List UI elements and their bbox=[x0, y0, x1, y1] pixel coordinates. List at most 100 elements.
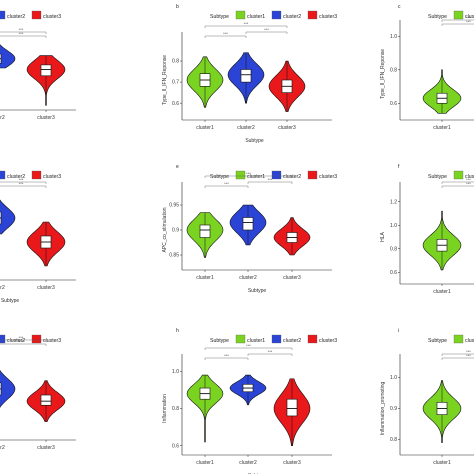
legend-swatch bbox=[453, 10, 464, 20]
y-tick-label: 0.6 bbox=[172, 101, 179, 107]
significance-label: *** bbox=[19, 31, 24, 36]
box-cluster3 bbox=[40, 394, 52, 406]
significance-bracket bbox=[0, 35, 47, 38]
legend-swatch bbox=[307, 10, 318, 20]
y-axis-title: Inflammation bbox=[162, 394, 168, 423]
legend-label: cluster3 bbox=[319, 174, 337, 180]
y-tick-label: 0.6 bbox=[172, 443, 179, 449]
significance-label: *** bbox=[264, 27, 269, 32]
panel-2: b Subtype cluster1 cluster2 cluster3 0.6 0.7 0.… bbox=[162, 4, 337, 144]
x-tick-label: cluster3 bbox=[283, 460, 301, 466]
x-tick-label: cluster2 bbox=[0, 445, 5, 451]
legend-swatch bbox=[31, 10, 42, 20]
y-tick-label: 0.8 bbox=[390, 437, 397, 443]
x-tick-label: cluster2 bbox=[237, 125, 255, 131]
significance-label: *** bbox=[19, 181, 24, 186]
x-axis-title: Subtype bbox=[248, 288, 267, 294]
legend-swatch bbox=[0, 10, 6, 20]
significance-label: *** bbox=[19, 335, 24, 340]
significance-label: *** bbox=[466, 19, 471, 24]
significance-label: *** bbox=[466, 181, 471, 186]
legend-title: Subtype bbox=[210, 14, 229, 20]
y-tick-label: 0.8 bbox=[390, 246, 397, 252]
x-tick-label: cluster3 bbox=[283, 275, 301, 281]
significance-bracket bbox=[204, 357, 249, 360]
significance-bracket bbox=[247, 353, 293, 356]
panel-1: cluster2 cluster3 ****** cluster2 cluster3 bbox=[0, 10, 76, 121]
legend-swatch bbox=[271, 10, 282, 20]
legend-label: cluster1 bbox=[247, 174, 265, 180]
significance-bracket bbox=[441, 181, 474, 184]
box-cluster3 bbox=[286, 398, 298, 417]
violin-cluster2 bbox=[0, 369, 16, 408]
y-tick-label: 0.8 bbox=[172, 406, 179, 412]
x-tick-label: cluster1 bbox=[433, 289, 451, 295]
legend-title: Subtype bbox=[428, 174, 447, 180]
legend-swatch bbox=[0, 170, 6, 180]
panel-5: e Subtype cluster1 cluster2 cluster3 0.85 0.9 0… bbox=[162, 164, 337, 294]
significance-bracket bbox=[245, 31, 288, 34]
x-tick-label: cluster2 bbox=[239, 460, 257, 466]
y-tick-label: 0.95 bbox=[169, 203, 179, 209]
legend-label: cluster2 bbox=[7, 338, 25, 344]
significance-bracket bbox=[441, 357, 474, 360]
significance-bracket bbox=[0, 343, 47, 346]
significance-label: *** bbox=[268, 349, 273, 354]
y-tick-label: 0.6 bbox=[390, 101, 397, 107]
legend-label: cluster3 bbox=[43, 338, 61, 344]
significance-label: *** bbox=[19, 27, 24, 32]
significance-label: *** bbox=[244, 21, 249, 26]
significance-bracket bbox=[0, 339, 47, 342]
panel-letter: i bbox=[398, 328, 399, 334]
y-tick-label: 0.7 bbox=[172, 80, 179, 86]
legend-label: cluster1 bbox=[465, 14, 474, 20]
y-tick-label: 0.8 bbox=[390, 67, 397, 73]
y-tick-label: 1.2 bbox=[390, 199, 397, 205]
box-cluster2 bbox=[242, 217, 254, 231]
x-tick-label: cluster3 bbox=[37, 445, 55, 451]
legend-label: cluster1 bbox=[465, 174, 474, 180]
significance-bracket bbox=[441, 23, 474, 26]
legend-label: cluster3 bbox=[43, 14, 61, 20]
significance-label: *** bbox=[224, 353, 229, 358]
x-tick-label: cluster3 bbox=[278, 125, 296, 131]
panel-6: fSubtypecluster1cluster20.60.81.01.2HLA*… bbox=[380, 164, 474, 295]
y-axis-title: Type_II_IFN_Reponse bbox=[380, 49, 386, 99]
violin-cluster2 bbox=[0, 44, 16, 69]
legend-swatch bbox=[271, 170, 282, 180]
significance-bracket bbox=[0, 181, 47, 184]
legend-label: cluster2 bbox=[7, 14, 25, 20]
significance-label: *** bbox=[19, 339, 24, 344]
significance-label: *** bbox=[246, 171, 251, 176]
significance-label: *** bbox=[268, 177, 273, 182]
legend-label: cluster1 bbox=[247, 338, 265, 344]
x-tick-label: cluster1 bbox=[196, 275, 214, 281]
legend-label: cluster3 bbox=[43, 174, 61, 180]
x-tick-label: cluster2 bbox=[239, 275, 257, 281]
legend-swatch bbox=[31, 170, 42, 180]
legend-swatch bbox=[271, 334, 282, 344]
y-tick-label: 0.9 bbox=[390, 406, 397, 412]
legend-title: Subtype bbox=[428, 338, 447, 344]
legend-label: cluster2 bbox=[283, 338, 301, 344]
panel-letter: b bbox=[176, 4, 179, 10]
significance-bracket bbox=[441, 353, 474, 356]
significance-bracket bbox=[441, 19, 474, 22]
x-tick-label: cluster1 bbox=[433, 460, 451, 466]
legend-swatch bbox=[453, 334, 464, 344]
legend-swatch bbox=[235, 334, 246, 344]
significance-bracket bbox=[247, 181, 293, 184]
y-tick-label: 1.0 bbox=[172, 369, 179, 375]
box-cluster2 bbox=[240, 69, 252, 83]
y-axis-title: APC_co_stimulation bbox=[162, 207, 168, 252]
x-axis-title: Subtype bbox=[1, 298, 20, 304]
panel-3: cSubtypecluster1cluster20.60.81.0Type_II… bbox=[380, 4, 474, 131]
box-cluster1 bbox=[199, 224, 211, 238]
y-tick-label: 0.85 bbox=[169, 253, 179, 259]
significance-label: *** bbox=[466, 15, 471, 20]
significance-label: *** bbox=[19, 177, 24, 182]
y-tick-label: 0.6 bbox=[390, 270, 397, 276]
panel-4: cluster2cluster3Subtype******cluster2clu… bbox=[0, 170, 76, 304]
panel-letter: c bbox=[398, 4, 401, 10]
